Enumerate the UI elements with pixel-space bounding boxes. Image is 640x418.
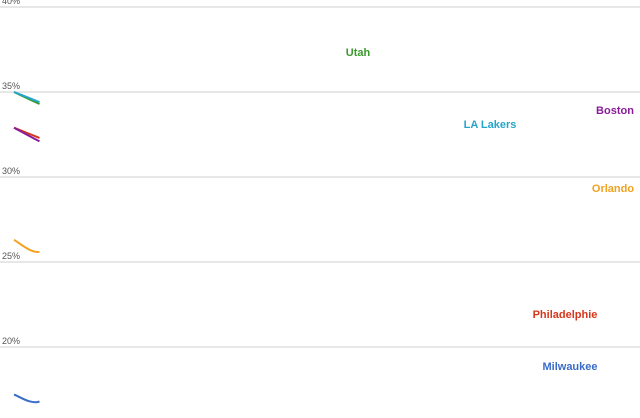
- series-line: [13, 393, 40, 404]
- series-label: Utah: [346, 47, 371, 59]
- y-tick-label: 20%: [2, 336, 20, 346]
- series-label: Philadelphie: [533, 309, 598, 321]
- y-tick-label: 40%: [2, 0, 20, 6]
- y-tick-label: 35%: [2, 81, 20, 91]
- y-tick-label: 30%: [2, 166, 20, 176]
- series-line: [13, 238, 40, 253]
- series-label: Orlando: [592, 183, 634, 195]
- series-line: [13, 91, 40, 104]
- series-line: [13, 126, 40, 143]
- series-label: Boston: [596, 105, 634, 117]
- series-label: Milwaukee: [542, 361, 597, 373]
- series-label: LA Lakers: [464, 119, 517, 131]
- y-tick-label: 25%: [2, 251, 20, 261]
